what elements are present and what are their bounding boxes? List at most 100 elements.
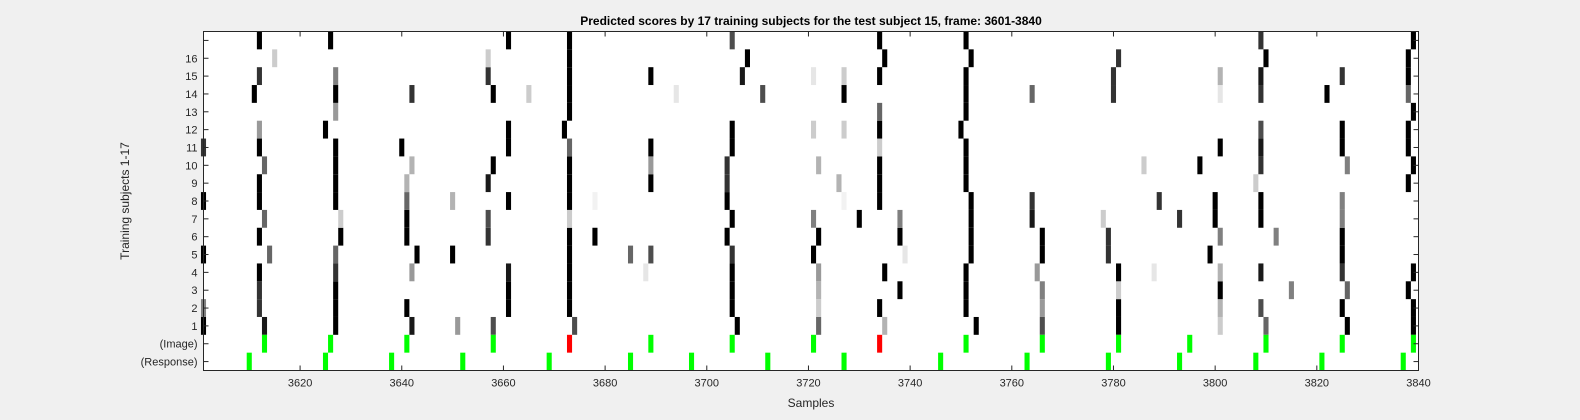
y-tick-label: 3 <box>191 285 197 297</box>
score-cell-subject-16 <box>1116 49 1122 68</box>
score-cell-subject-5 <box>566 245 573 264</box>
score-cell-subject-10 <box>816 156 822 175</box>
response-marker <box>938 352 944 371</box>
score-cell-subject-16 <box>272 49 278 68</box>
score-cell-subject-14 <box>1405 85 1411 103</box>
score-cell-subject-15 <box>1258 67 1264 86</box>
image-marker <box>1410 334 1416 353</box>
score-cell-subject-12 <box>811 120 817 139</box>
score-cell-subject-10 <box>333 156 339 175</box>
score-cell-subject-13 <box>566 102 573 121</box>
score-cell-subject-2 <box>877 299 883 317</box>
score-cell-subject-10 <box>1141 156 1147 175</box>
score-cell-subject-1 <box>882 316 888 335</box>
score-cell-subject-12 <box>561 120 567 139</box>
score-cell-subject-6 <box>1217 227 1223 246</box>
score-cell-subject-8 <box>968 192 974 210</box>
score-cell-subject-15 <box>1339 67 1345 86</box>
score-cell-subject-1 <box>455 316 461 335</box>
response-marker <box>1400 352 1406 371</box>
score-cell-subject-17 <box>963 31 969 50</box>
image-marker <box>963 334 969 353</box>
score-cell-subject-9 <box>1253 174 1259 193</box>
score-cell-subject-11 <box>1339 138 1345 157</box>
score-cell-subject-14 <box>760 85 766 103</box>
score-cell-subject-14 <box>1110 85 1117 103</box>
score-cell-subject-14 <box>963 85 969 103</box>
score-cell-subject-12 <box>1258 120 1264 139</box>
score-cell-subject-3 <box>897 281 903 300</box>
score-cell-subject-1 <box>1039 316 1045 335</box>
score-cell-subject-12 <box>322 120 329 139</box>
score-cell-subject-12 <box>1405 120 1411 139</box>
score-cell-subject-6 <box>404 227 410 246</box>
score-cell-subject-7 <box>897 209 903 228</box>
score-cell-subject-2 <box>404 299 410 317</box>
y-tick-label: 12 <box>185 125 197 137</box>
score-cell-subject-4 <box>1217 263 1223 282</box>
y-tick-label: 5 <box>191 250 197 262</box>
score-cell-subject-8 <box>450 192 456 210</box>
response-marker <box>1319 352 1325 371</box>
score-cell-subject-16 <box>1263 49 1269 68</box>
score-cell-subject-1 <box>1410 316 1416 335</box>
score-cell-subject-15 <box>648 67 654 86</box>
score-cell-subject-11 <box>333 138 339 157</box>
score-cell-subject-1 <box>1263 316 1269 335</box>
score-cell-subject-3 <box>1217 281 1223 300</box>
score-cell-subject-13 <box>877 102 883 121</box>
score-cell-subject-14 <box>1258 85 1264 103</box>
score-cell-subject-6 <box>1339 227 1345 246</box>
score-cell-subject-7 <box>1029 209 1035 228</box>
score-cell-subject-9 <box>877 174 883 193</box>
score-cell-subject-9 <box>404 174 410 193</box>
score-cell-subject-5 <box>648 245 654 264</box>
score-cell-subject-9 <box>724 174 730 193</box>
score-cell-subject-2 <box>1339 299 1345 317</box>
score-cell-subject-14 <box>409 85 415 103</box>
score-cell-subject-3 <box>333 281 339 300</box>
response-marker <box>460 352 466 371</box>
score-cell-subject-1 <box>1116 316 1122 335</box>
score-cell-subject-4 <box>333 263 339 282</box>
score-cell-subject-11 <box>505 138 512 157</box>
score-cell-subject-16 <box>882 49 888 68</box>
score-cell-subject-11 <box>729 138 735 157</box>
score-cell-subject-4 <box>1034 263 1040 282</box>
image-marker <box>1039 334 1045 353</box>
response-marker <box>841 352 847 371</box>
score-cell-subject-2 <box>505 299 512 317</box>
y-tick-label: 11 <box>186 142 197 154</box>
score-cell-subject-17 <box>729 31 735 50</box>
score-cell-subject-7 <box>856 209 862 228</box>
score-cell-subject-6 <box>592 227 598 246</box>
y-tick-label: 14 <box>185 89 197 101</box>
score-cell-subject-1 <box>409 316 415 335</box>
score-cell-subject-11 <box>1405 138 1411 157</box>
score-cell-subject-10 <box>1410 156 1416 175</box>
image-marker <box>811 334 817 353</box>
score-cell-subject-2 <box>256 299 262 317</box>
score-cell-subject-15 <box>333 67 339 86</box>
score-cell-subject-15 <box>485 67 491 86</box>
image-marker <box>648 334 654 353</box>
response-marker <box>389 352 395 371</box>
score-cell-subject-8 <box>256 192 262 210</box>
score-cell-subject-9 <box>963 174 969 193</box>
score-cell-subject-16 <box>968 49 974 68</box>
score-cell-subject-1 <box>333 316 339 335</box>
score-cell-subject-4 <box>1410 263 1416 282</box>
score-cell-subject-3 <box>1116 281 1122 300</box>
score-cell-subject-11 <box>1258 138 1264 157</box>
score-cell-subject-11 <box>877 138 883 157</box>
score-cell-subject-3 <box>1039 281 1045 300</box>
x-tick-label: 3620 <box>288 378 312 390</box>
score-cell-subject-14 <box>1029 85 1035 103</box>
score-cell-subject-2 <box>1039 299 1045 317</box>
y-tick-label: 7 <box>191 214 197 226</box>
score-cell-subject-14 <box>841 85 847 103</box>
score-cell-subject-2 <box>566 299 573 317</box>
y-tick-label: (Response) <box>141 357 198 369</box>
image-marker <box>1339 334 1345 353</box>
